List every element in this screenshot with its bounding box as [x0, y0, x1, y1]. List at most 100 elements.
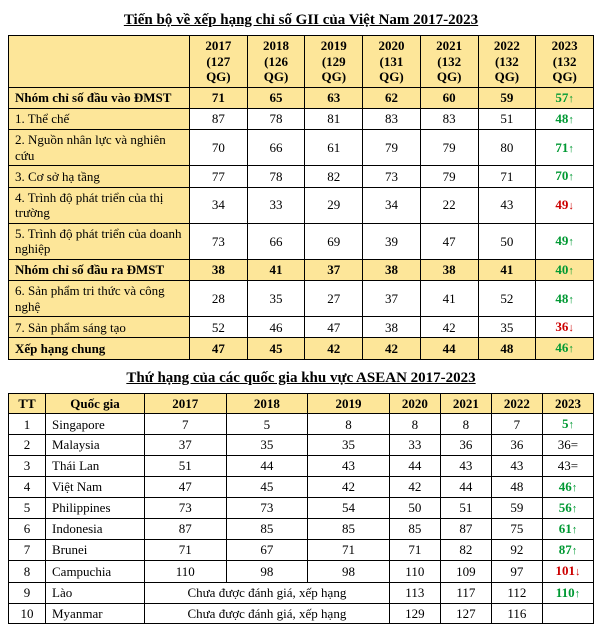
t2-merge-9: Chưa được đánh giá, xếp hạng	[145, 603, 390, 624]
t1-cell-0-4: 60	[420, 87, 478, 108]
t2-cell-0-0: 7	[145, 414, 227, 435]
t1-cell-6-last: 40↑	[536, 259, 594, 280]
t1-row-label-6: Nhóm chỉ số đầu ra ĐMST	[9, 259, 190, 280]
t1-cell-2-5: 80	[478, 130, 536, 166]
t2-cell-2-2: 43	[308, 456, 390, 477]
t1-cell-2-2: 61	[305, 130, 363, 166]
t2-cell-4-4: 51	[440, 497, 491, 518]
t2-cell-6-2: 71	[308, 540, 390, 561]
t1-cell-7-2: 27	[305, 281, 363, 317]
t1-year-2: 2019(129 QG)	[305, 36, 363, 88]
t2-cell-8-1: 117	[440, 582, 491, 603]
t1-cell-8-5: 35	[478, 317, 536, 338]
table1-body: Nhóm chỉ số đầu vào ĐMST71656362605957↑1…	[9, 87, 594, 359]
t2-cell-6-4: 82	[440, 540, 491, 561]
t2-cell-3-0: 47	[145, 476, 227, 497]
t1-cell-8-last: 36↓	[536, 317, 594, 338]
t2-name-4: Philippines	[46, 497, 145, 518]
t2-cell-4-0: 73	[145, 497, 227, 518]
t2-h-8: 2023	[542, 393, 593, 414]
t2-cell-7-4: 109	[440, 561, 491, 582]
t2-cell-4-3: 50	[389, 497, 440, 518]
t2-cell-9-0: 129	[389, 603, 440, 624]
t1-cell-9-4: 44	[420, 338, 478, 359]
t2-tt-7: 8	[9, 561, 46, 582]
t2-cell-9-2: 116	[491, 603, 542, 624]
t2-cell-5-3: 85	[389, 519, 440, 540]
t1-cell-3-5: 71	[478, 166, 536, 187]
t2-cell-4-2: 54	[308, 497, 390, 518]
t1-cell-8-3: 38	[363, 317, 421, 338]
t1-cell-8-1: 46	[247, 317, 305, 338]
t1-year-6: 2023(132 QG)	[536, 36, 594, 88]
t2-h-7: 2022	[491, 393, 542, 414]
t1-cell-5-4: 47	[420, 223, 478, 259]
t1-cell-7-5: 52	[478, 281, 536, 317]
t1-cell-6-2: 37	[305, 259, 363, 280]
t1-cell-9-last: 46↑	[536, 338, 594, 359]
t1-cell-6-3: 38	[363, 259, 421, 280]
t1-row-label-9: Xếp hạng chung	[9, 338, 190, 359]
t1-cell-0-5: 59	[478, 87, 536, 108]
t1-cell-2-4: 79	[420, 130, 478, 166]
t1-cell-2-last: 71↑	[536, 130, 594, 166]
t2-cell-0-2: 8	[308, 414, 390, 435]
t2-cell-3-2: 42	[308, 476, 390, 497]
t1-cell-0-0: 71	[190, 87, 248, 108]
t1-row-label-1: 1. Thể chế	[9, 108, 190, 129]
t2-cell-1-4: 36	[440, 435, 491, 456]
t2-cell-1-3: 33	[389, 435, 440, 456]
t1-cell-4-4: 22	[420, 187, 478, 223]
t2-cell-3-1: 45	[226, 476, 308, 497]
t1-cell-4-3: 34	[363, 187, 421, 223]
t2-cell-5-1: 85	[226, 519, 308, 540]
t1-cell-6-1: 41	[247, 259, 305, 280]
t2-h-1: Quốc gia	[46, 393, 145, 414]
t2-tt-5: 6	[9, 519, 46, 540]
t2-cell-7-1: 98	[226, 561, 308, 582]
t1-cell-1-1: 78	[247, 108, 305, 129]
t1-cell-5-3: 39	[363, 223, 421, 259]
t2-cell-1-2: 35	[308, 435, 390, 456]
t2-cell-0-last: 5↑	[542, 414, 593, 435]
t1-row-label-5: 5. Trình độ phát triển của doanh nghiệp	[9, 223, 190, 259]
t1-cell-4-1: 33	[247, 187, 305, 223]
t1-cell-7-last: 48↑	[536, 281, 594, 317]
t1-cell-1-4: 83	[420, 108, 478, 129]
t1-cell-1-2: 81	[305, 108, 363, 129]
t2-cell-1-1: 35	[226, 435, 308, 456]
t1-cell-9-2: 42	[305, 338, 363, 359]
t1-row-label-4: 4. Trình độ phát triển của thị trường	[9, 187, 190, 223]
t2-cell-8-0: 113	[389, 582, 440, 603]
t2-tt-1: 2	[9, 435, 46, 456]
t1-cell-4-0: 34	[190, 187, 248, 223]
t2-cell-2-last: 43=	[542, 456, 593, 477]
t1-cell-0-3: 62	[363, 87, 421, 108]
t2-cell-4-last: 56↑	[542, 497, 593, 518]
table1: 2017(127 QG)2018(126 QG)2019(129 QG)2020…	[8, 35, 594, 360]
t2-name-3: Việt Nam	[46, 476, 145, 497]
t1-cell-7-0: 28	[190, 281, 248, 317]
t1-cell-3-2: 82	[305, 166, 363, 187]
t2-h-0: TT	[9, 393, 46, 414]
t2-cell-9-1: 127	[440, 603, 491, 624]
t1-row-label-2: 2. Nguồn nhân lực và nghiên cứu	[9, 130, 190, 166]
t1-cell-7-3: 37	[363, 281, 421, 317]
t1-cell-0-1: 65	[247, 87, 305, 108]
t1-cell-5-last: 49↑	[536, 223, 594, 259]
t1-cell-0-last: 57↑	[536, 87, 594, 108]
t2-cell-3-last: 46↑	[542, 476, 593, 497]
t2-tt-4: 5	[9, 497, 46, 518]
t1-cell-1-5: 51	[478, 108, 536, 129]
t1-year-0: 2017(127 QG)	[190, 36, 248, 88]
t1-cell-5-2: 69	[305, 223, 363, 259]
t1-row-label-8: 7. Sản phẩm sáng tạo	[9, 317, 190, 338]
t1-cell-2-3: 79	[363, 130, 421, 166]
t1-cell-3-0: 77	[190, 166, 248, 187]
t2-cell-7-3: 110	[389, 561, 440, 582]
t2-cell-1-last: 36=	[542, 435, 593, 456]
t2-name-7: Campuchia	[46, 561, 145, 582]
t1-cell-4-last: 49↓	[536, 187, 594, 223]
t2-cell-6-1: 67	[226, 540, 308, 561]
t1-cell-9-3: 42	[363, 338, 421, 359]
